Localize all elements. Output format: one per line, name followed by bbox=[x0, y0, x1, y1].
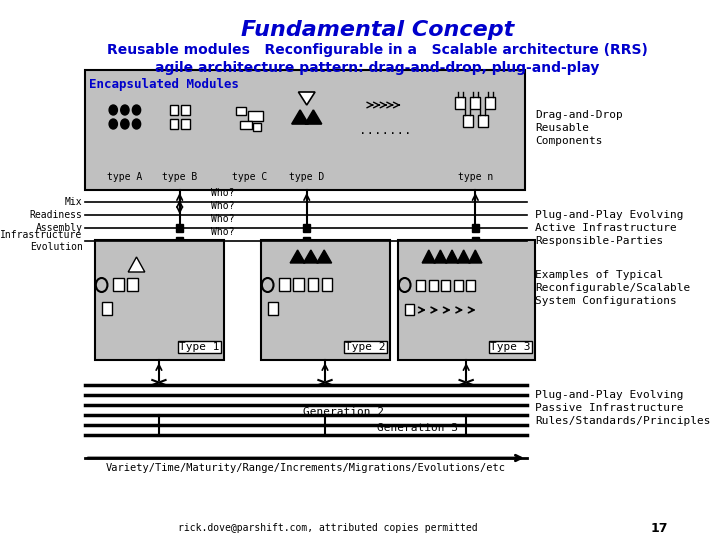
Text: Generation 3: Generation 3 bbox=[377, 423, 459, 433]
Bar bbox=[455, 97, 465, 109]
Text: Variety/Time/Maturity/Range/Increments/Migrations/Evolutions/etc: Variety/Time/Maturity/Range/Increments/M… bbox=[106, 463, 506, 473]
Bar bbox=[176, 237, 183, 245]
Text: Active Infrastructure: Active Infrastructure bbox=[535, 223, 677, 233]
Bar bbox=[429, 280, 438, 291]
Polygon shape bbox=[317, 250, 332, 263]
Bar bbox=[416, 280, 426, 291]
Text: type B: type B bbox=[162, 172, 197, 182]
Circle shape bbox=[132, 105, 140, 115]
Circle shape bbox=[121, 119, 129, 129]
Bar bbox=[485, 97, 495, 109]
Circle shape bbox=[109, 105, 117, 115]
Text: Responsible-Parties: Responsible-Parties bbox=[535, 236, 663, 246]
Text: agile architecture pattern: drag-and-drop, plug-and-play: agile architecture pattern: drag-and-dro… bbox=[155, 61, 600, 75]
Text: Who?: Who? bbox=[211, 214, 235, 224]
Text: type n: type n bbox=[458, 172, 493, 182]
Bar bbox=[470, 97, 480, 109]
Text: type C: type C bbox=[232, 172, 267, 182]
Text: Generation 2: Generation 2 bbox=[302, 407, 384, 417]
Polygon shape bbox=[446, 250, 459, 263]
Text: Fundamental Concept: Fundamental Concept bbox=[240, 20, 514, 40]
Polygon shape bbox=[128, 257, 145, 272]
Bar bbox=[303, 224, 310, 232]
Text: type A: type A bbox=[107, 172, 143, 182]
Text: Who?: Who? bbox=[211, 188, 235, 198]
Polygon shape bbox=[457, 250, 470, 263]
Text: System Configurations: System Configurations bbox=[535, 296, 677, 306]
Bar bbox=[454, 280, 463, 291]
Bar bbox=[170, 105, 178, 115]
Polygon shape bbox=[433, 250, 447, 263]
Bar bbox=[113, 278, 124, 291]
Bar bbox=[294, 278, 305, 291]
Text: Type 1: Type 1 bbox=[179, 342, 220, 352]
Bar bbox=[170, 119, 178, 129]
Text: Type 3: Type 3 bbox=[490, 342, 531, 352]
Text: Rules/Standards/Principles: Rules/Standards/Principles bbox=[535, 416, 711, 426]
Bar bbox=[279, 278, 290, 291]
Text: Examples of Typical: Examples of Typical bbox=[535, 270, 663, 280]
Bar bbox=[466, 280, 475, 291]
Text: Type 2: Type 2 bbox=[345, 342, 386, 352]
Circle shape bbox=[121, 105, 129, 115]
Text: Drag-and-Drop: Drag-and-Drop bbox=[535, 110, 623, 120]
Bar bbox=[307, 278, 318, 291]
Bar bbox=[268, 302, 279, 315]
Bar bbox=[472, 224, 479, 232]
Bar bbox=[95, 240, 224, 360]
Text: Reusable modules   Reconfigurable in a   Scalable architecture (RRS): Reusable modules Reconfigurable in a Sca… bbox=[107, 43, 648, 57]
Text: Assembly: Assembly bbox=[35, 223, 83, 233]
Circle shape bbox=[132, 119, 140, 129]
Bar bbox=[181, 119, 189, 129]
Text: Encapsulated Modules: Encapsulated Modules bbox=[89, 78, 239, 91]
Bar bbox=[478, 115, 487, 127]
Circle shape bbox=[109, 119, 117, 129]
Text: 17: 17 bbox=[651, 522, 668, 535]
Text: Reconfigurable/Scalable: Reconfigurable/Scalable bbox=[535, 283, 690, 293]
Bar bbox=[261, 240, 390, 360]
Text: rick.dove@parshift.com, attributed copies permitted: rick.dove@parshift.com, attributed copie… bbox=[178, 523, 477, 533]
Text: Readiness: Readiness bbox=[30, 210, 83, 220]
Text: Reusable: Reusable bbox=[535, 123, 589, 133]
Polygon shape bbox=[298, 92, 315, 105]
Text: Who?: Who? bbox=[211, 201, 235, 211]
Polygon shape bbox=[305, 110, 322, 124]
Bar bbox=[240, 121, 252, 129]
Bar bbox=[322, 278, 333, 291]
Bar bbox=[253, 123, 261, 131]
Text: Who?: Who? bbox=[211, 227, 235, 237]
Polygon shape bbox=[469, 250, 482, 263]
Text: Passive Infrastructure: Passive Infrastructure bbox=[535, 403, 683, 413]
Bar bbox=[85, 70, 525, 190]
Text: Infrastructure
Evolution: Infrastructure Evolution bbox=[0, 230, 83, 252]
Bar bbox=[441, 280, 451, 291]
Polygon shape bbox=[292, 110, 308, 124]
Bar bbox=[127, 278, 138, 291]
Polygon shape bbox=[422, 250, 436, 263]
Bar bbox=[181, 105, 189, 115]
Text: Plug-and-Play Evolving: Plug-and-Play Evolving bbox=[535, 210, 683, 220]
Bar bbox=[398, 240, 535, 360]
Bar bbox=[236, 107, 246, 115]
Bar bbox=[405, 304, 414, 315]
Text: .......: ....... bbox=[359, 124, 412, 137]
Bar bbox=[102, 302, 112, 315]
Bar bbox=[463, 115, 473, 127]
Polygon shape bbox=[290, 250, 305, 263]
Polygon shape bbox=[303, 250, 318, 263]
Bar bbox=[303, 237, 310, 245]
Text: Plug-and-Play Evolving: Plug-and-Play Evolving bbox=[535, 390, 683, 400]
Bar bbox=[248, 111, 263, 121]
Bar bbox=[472, 237, 479, 245]
Text: type D: type D bbox=[289, 172, 324, 182]
Text: Mix: Mix bbox=[65, 197, 83, 207]
Text: Components: Components bbox=[535, 136, 603, 146]
Bar bbox=[176, 224, 183, 232]
